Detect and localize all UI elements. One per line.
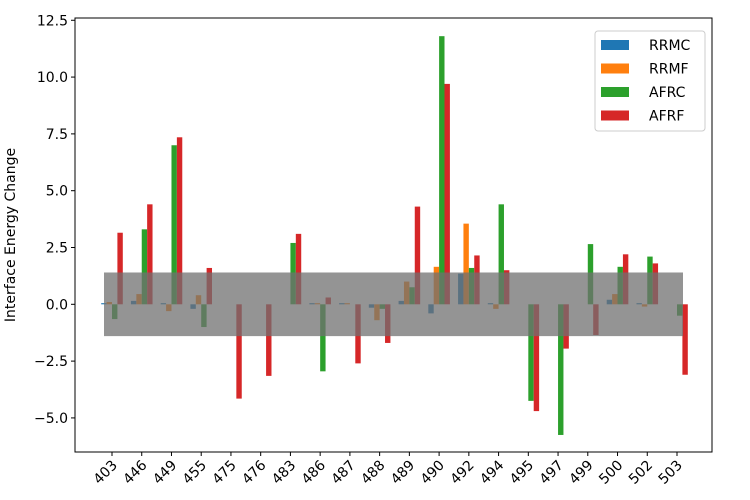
bar-afrc-494 [498, 204, 504, 305]
y-tick-label: −2.5 [34, 354, 68, 370]
x-tick-label: 403 [91, 458, 121, 488]
x-tick-label: 500 [596, 458, 626, 488]
y-tick-label: 7.5 [46, 127, 68, 143]
x-tick-label: 449 [150, 458, 180, 488]
x-tick-label: 488 [358, 458, 388, 488]
x-tick-label: 499 [566, 458, 596, 488]
bar-rrmf-492 [463, 223, 469, 305]
y-tick-label: 12.5 [37, 13, 68, 29]
bar-afrf-446 [147, 204, 153, 305]
bar-afrf-503 [682, 304, 688, 375]
legend: RRMC RRMF AFRC AFRF [594, 30, 706, 132]
x-tick-label: 487 [329, 458, 359, 488]
bar-afrc-497 [558, 304, 564, 435]
legend-swatch-afrf [601, 110, 629, 121]
bar-afrf-483 [295, 233, 302, 305]
bar-afrf-490 [444, 83, 450, 305]
y-tick-label: −5.0 [34, 411, 68, 427]
bar-afrc-486 [320, 304, 326, 372]
bar-rrmc-403 [101, 303, 107, 305]
legend-label-rrmc: RRMC [649, 38, 691, 54]
bar-afrf-495 [533, 304, 540, 412]
legend-box [594, 30, 706, 132]
bar-afrf-449 [176, 137, 183, 305]
y-axis-label: Interface Energy Change [3, 148, 19, 322]
x-tick-label: 483 [269, 458, 299, 488]
x-tick-label: 486 [299, 457, 329, 487]
x-tick-label: 476 [239, 457, 269, 487]
x-tick-label: 446 [120, 457, 150, 487]
x-tick-label: 497 [537, 458, 567, 488]
legend-label-afrc: AFRC [649, 85, 686, 101]
legend-label-afrf: AFRF [649, 109, 684, 125]
bar-afrc-495 [528, 304, 534, 401]
y-tick-label: 0.0 [46, 297, 68, 313]
bar-afrf-476 [266, 304, 272, 376]
x-tick-label: 495 [507, 458, 537, 488]
bar-afrf-403 [117, 232, 123, 305]
x-tick-label: 503 [656, 458, 686, 488]
axes-frame [74, 17, 713, 453]
y-tick-label: 5.0 [46, 184, 68, 200]
x-tick-label: 475 [210, 458, 240, 488]
legend-label-rrmf: RRMF [649, 62, 689, 78]
bar-afrf-475 [236, 304, 242, 399]
y-tick-label: 2.5 [46, 240, 68, 256]
x-tick-label: 455 [180, 458, 210, 488]
y-tick-label: 10.0 [37, 70, 68, 86]
bar-afrc-449 [171, 145, 177, 305]
legend-swatch-rrmf [601, 63, 629, 74]
legend-swatch-afrc [601, 87, 629, 97]
x-tick-label: 502 [626, 458, 656, 488]
x-tick-label: 490 [418, 458, 448, 488]
legend-swatch-rrmc [601, 40, 629, 50]
bar-afrc-446 [141, 229, 148, 305]
bar-afrf-489 [414, 206, 421, 305]
x-tick-label: 494 [477, 457, 507, 487]
threshold-band [104, 272, 683, 337]
x-tick-label: 489 [388, 458, 418, 488]
x-tick-label: 492 [447, 458, 477, 488]
bar-afrc-490 [439, 36, 445, 305]
